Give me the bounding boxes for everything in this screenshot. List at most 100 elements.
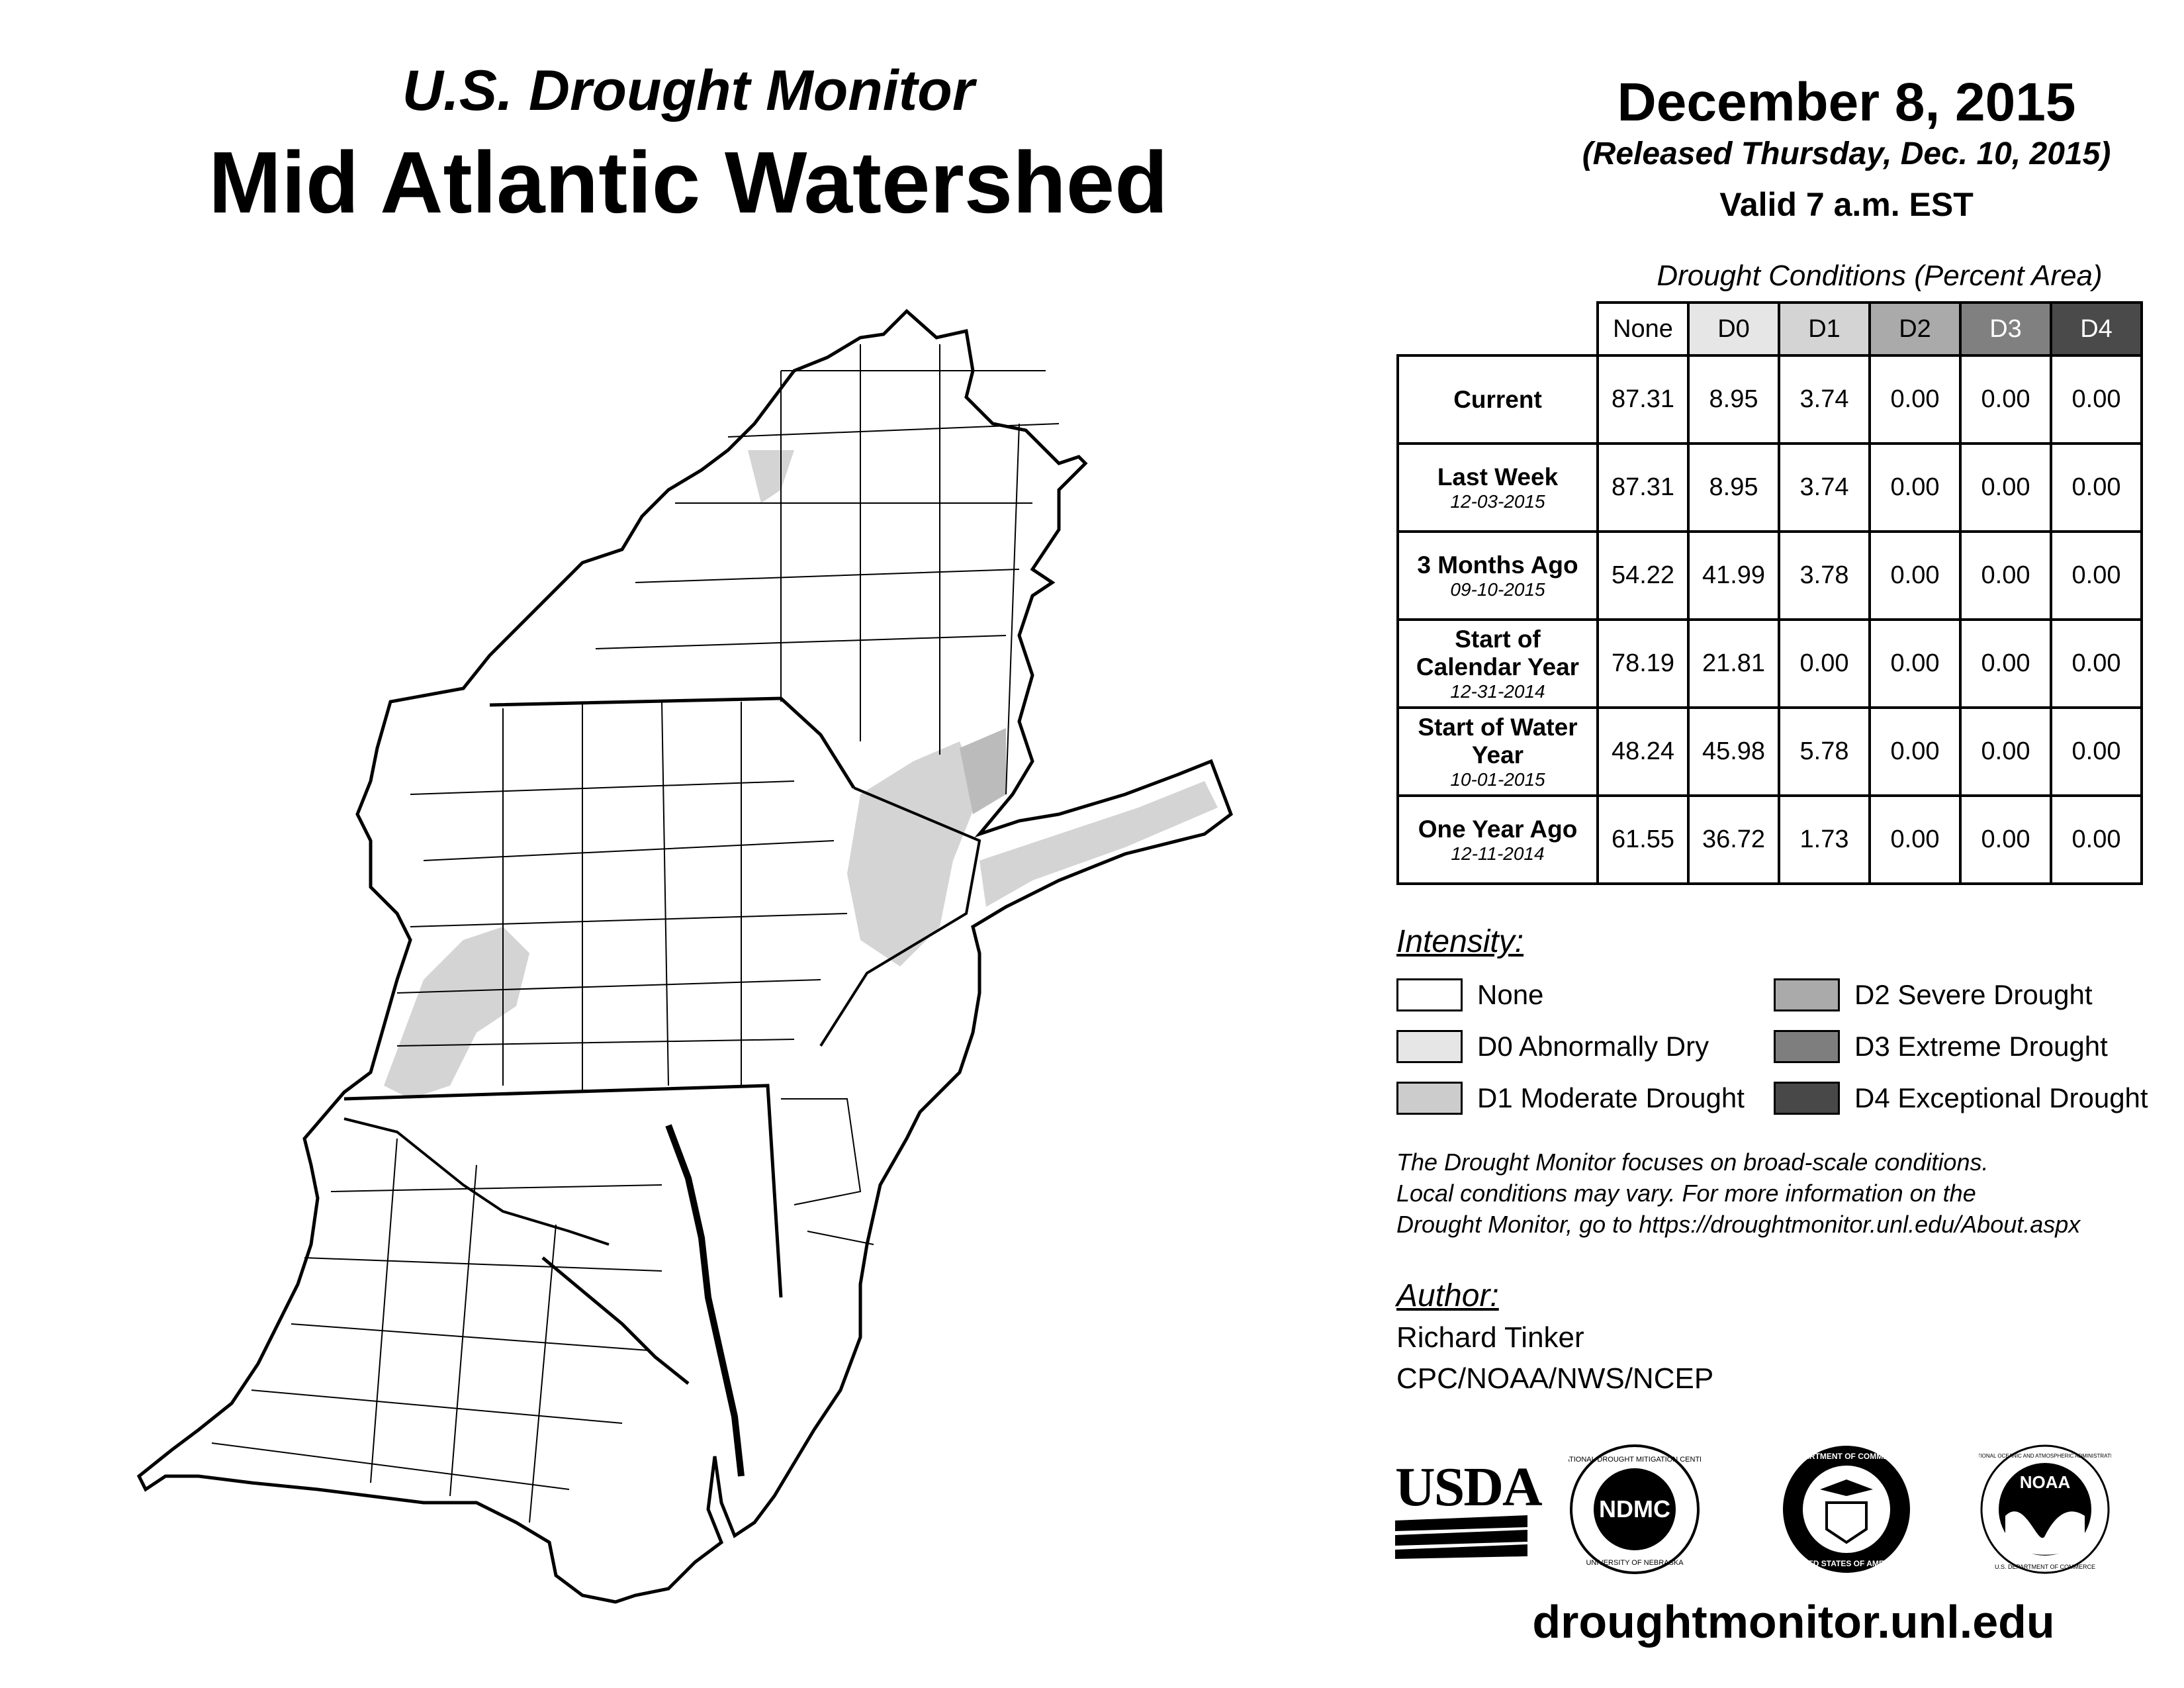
table-row-last-week: Last Week 12-03-2015 87.31 8.95 3.74 0.00… [1396, 442, 2143, 533]
cell-d1: 1.73 [1778, 794, 1871, 885]
row-label-text: 3 Months Ago [1417, 551, 1578, 579]
d0-area-long-island [979, 781, 1218, 907]
commerce-ring-top: DEPARTMENT OF COMMERCE [1788, 1452, 1905, 1461]
map-subtitle: U.S. Drought Monitor [402, 59, 975, 122]
cell-d4: 0.00 [2050, 706, 2143, 797]
cell-d4: 0.00 [2050, 442, 2143, 533]
legend-swatch [1396, 1030, 1463, 1063]
county-lines [211, 344, 1060, 1523]
drought-conditions-table: None D0 D1 D2 D3 D4 Current 87.31 8.95 3… [1396, 301, 2143, 885]
author-org: CPC/NOAA/NWS/NCEP [1396, 1362, 1714, 1395]
row-label: Start of Water Year 10-01-2015 [1396, 706, 1599, 797]
legend-swatch [1396, 1082, 1463, 1115]
cell-d3: 0.00 [1959, 794, 2052, 885]
cell-none: 61.55 [1596, 794, 1690, 885]
cell-d2: 0.00 [1868, 794, 1962, 885]
cell-none: 87.31 [1596, 442, 1690, 533]
md-va-border [343, 1117, 610, 1246]
col-none: None [1596, 301, 1690, 357]
legend-swatch [1774, 978, 1840, 1011]
cell-d1: 5.78 [1778, 706, 1871, 797]
commerce-ring-bottom: UNITED STATES OF AMERICA [1790, 1559, 1904, 1568]
legend-swatch [1774, 1082, 1840, 1115]
disclaimer-line: Drought Monitor, go to https://droughtmo… [1396, 1211, 2081, 1238]
ndmc-logo: NDMC NATIONAL DROUGHT MITIGATION CENTER … [1569, 1444, 1701, 1574]
row-date: 12-11-2014 [1451, 843, 1545, 864]
legend-heading: Intensity: [1396, 924, 1524, 959]
row-date: 12-31-2014 [1450, 680, 1545, 702]
noaa-logo-text: NOAA [2020, 1472, 2071, 1492]
cell-none: 48.24 [1596, 706, 1690, 797]
row-label-text: Start of Calendar Year [1416, 625, 1580, 680]
cell-d1: 3.78 [1778, 530, 1871, 621]
cell-d1: 3.74 [1778, 442, 1871, 533]
col-d3: D3 [1959, 301, 2052, 357]
cell-none: 78.19 [1596, 618, 1690, 709]
valid-time: Valid 7 a.m. EST [1719, 186, 1974, 223]
pa-md-border [343, 1084, 783, 1298]
cell-d2: 0.00 [1868, 354, 1962, 445]
cell-d0: 36.72 [1687, 794, 1780, 885]
cell-d3: 0.00 [1959, 530, 2052, 621]
legend-label: D3 Extreme Drought [1854, 1031, 2108, 1062]
row-label-text: Start of Water Year [1418, 713, 1578, 769]
cell-d4: 0.00 [2050, 530, 2143, 621]
d0-area-pennsylvania [384, 927, 529, 1099]
cell-d1: 0.00 [1778, 618, 1871, 709]
table-row-one-year-ago: One Year Ago 12-11-2014 61.55 36.72 1.73 … [1396, 794, 2143, 885]
row-label-text: One Year Ago [1418, 815, 1578, 843]
ny-pa-border [489, 696, 856, 789]
usda-logo-text: USDA [1395, 1456, 1543, 1518]
website-url[interactable]: droughtmonitor.unl.edu [1532, 1596, 2055, 1648]
watershed-outline [136, 308, 1233, 1604]
d1-area-nj-north [960, 728, 1006, 814]
legend-item-d4: D4 Exceptional Drought [1774, 1080, 2148, 1117]
legend-column-right: D2 Severe Drought D3 Extreme Drought D4 … [1774, 976, 2148, 1117]
disclaimer-line: The Drought Monitor focuses on broad-sca… [1396, 1149, 1989, 1176]
commerce-seal-logo: DEPARTMENT OF COMMERCE UNITED STATES OF … [1783, 1446, 1910, 1573]
cell-d0: 41.99 [1687, 530, 1780, 621]
col-d2: D2 [1868, 301, 1962, 357]
table-header-row: None D0 D1 D2 D3 D4 [1398, 301, 2143, 357]
chesapeake-bay [665, 1124, 745, 1477]
pa-nj-border [819, 786, 981, 1047]
row-label: One Year Ago 12-11-2014 [1396, 794, 1599, 885]
table-row-start-water-year: Start of Water Year 10-01-2015 48.24 45.9… [1396, 706, 2143, 797]
col-d0: D0 [1687, 301, 1780, 357]
cell-none: 87.31 [1596, 354, 1690, 445]
row-date: 12-03-2015 [1450, 491, 1545, 512]
row-label: Current [1396, 354, 1599, 445]
potomac-river [541, 1256, 690, 1385]
cell-d2: 0.00 [1868, 618, 1962, 709]
legend-label: D1 Moderate Drought [1477, 1082, 1745, 1113]
table-row-3-months-ago: 3 Months Ago 09-10-2015 54.22 41.99 3.78 … [1396, 530, 2143, 621]
watershed-map [136, 308, 1233, 1604]
legend-swatch [1774, 1030, 1840, 1063]
row-label-text: Current [1453, 385, 1542, 413]
cell-d4: 0.00 [2050, 794, 2143, 885]
row-label: Last Week 12-03-2015 [1396, 442, 1599, 533]
legend-column-left: None D0 Abnormally Dry D1 Moderate Droug… [1396, 976, 1745, 1117]
legend-item-d1: D1 Moderate Drought [1396, 1080, 1745, 1117]
author-heading: Author: [1396, 1278, 1499, 1313]
cell-d2: 0.00 [1868, 530, 1962, 621]
release-date: (Released Thursday, Dec. 10, 2015) [1582, 136, 2111, 171]
legend-label: None [1477, 979, 1544, 1010]
cell-none: 54.22 [1596, 530, 1690, 621]
cell-d0: 8.95 [1687, 442, 1780, 533]
usda-logo: USDA [1395, 1456, 1543, 1559]
cell-d1: 3.74 [1778, 354, 1871, 445]
map-title: Mid Atlantic Watershed [208, 134, 1168, 231]
legend-item-d3: D3 Extreme Drought [1774, 1028, 2148, 1065]
table-row-start-calendar-year: Start of Calendar Year 12-31-2014 78.19 2… [1396, 618, 2143, 709]
row-label-text: Last Week [1437, 463, 1559, 491]
legend-label: D2 Severe Drought [1854, 979, 2093, 1010]
cell-d0: 45.98 [1687, 706, 1780, 797]
noaa-ring-bottom: U.S. DEPARTMENT OF COMMERCE [1995, 1564, 2095, 1570]
disclaimer: The Drought Monitor focuses on broad-sca… [1396, 1147, 2177, 1240]
author-name: Richard Tinker [1396, 1321, 1584, 1354]
noaa-ring-top: NATIONAL OCEANIC AND ATMOSPHERIC ADMINIS… [1979, 1453, 2111, 1459]
usda-logo-swoosh [1395, 1515, 1527, 1559]
legend-swatch [1396, 978, 1463, 1011]
map-date: December 8, 2015 [1617, 72, 2076, 132]
